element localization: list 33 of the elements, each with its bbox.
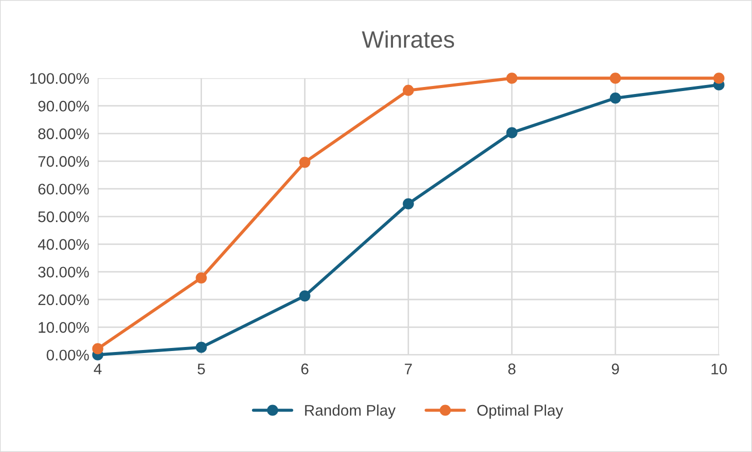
- point: [299, 290, 310, 302]
- point: [196, 272, 207, 284]
- x-tick-label: 5: [198, 364, 205, 374]
- y-tick-label: 40.00%: [38, 239, 89, 250]
- point: [196, 342, 207, 353]
- point: [402, 84, 414, 96]
- x-tick-label: 7: [404, 364, 412, 374]
- point: [299, 156, 310, 168]
- point: [506, 127, 518, 138]
- y-tick-label: 0.00%: [46, 350, 89, 361]
- y-tick-label: 60.00%: [38, 184, 89, 195]
- x-tick-label: 10: [712, 364, 727, 374]
- x-tick-label: 6: [301, 364, 308, 374]
- point: [506, 72, 518, 84]
- x-tick-label: 4: [94, 364, 102, 374]
- y-tick-label: 20.00%: [38, 294, 89, 306]
- point: [610, 72, 621, 84]
- x-tick-label: 9: [612, 364, 619, 374]
- x-tick-label: 8: [508, 364, 516, 374]
- point: [610, 92, 621, 104]
- y-tick-label: 70.00%: [38, 156, 89, 167]
- point: [92, 343, 104, 354]
- legend-label: Optimal Play: [477, 404, 564, 419]
- y-tick-label: 90.00%: [38, 100, 89, 112]
- y-tick-label: 10.00%: [38, 322, 89, 333]
- y-tick-label: 50.00%: [38, 211, 89, 222]
- point: [402, 198, 414, 210]
- legend-label: Random Play: [305, 404, 396, 419]
- y-tick-label: 30.00%: [38, 266, 89, 278]
- point: [713, 72, 724, 84]
- y-tick-label: 100.00%: [30, 73, 89, 84]
- y-tick-label: 80.00%: [38, 128, 89, 140]
- chart-title: Winrates: [362, 30, 454, 48]
